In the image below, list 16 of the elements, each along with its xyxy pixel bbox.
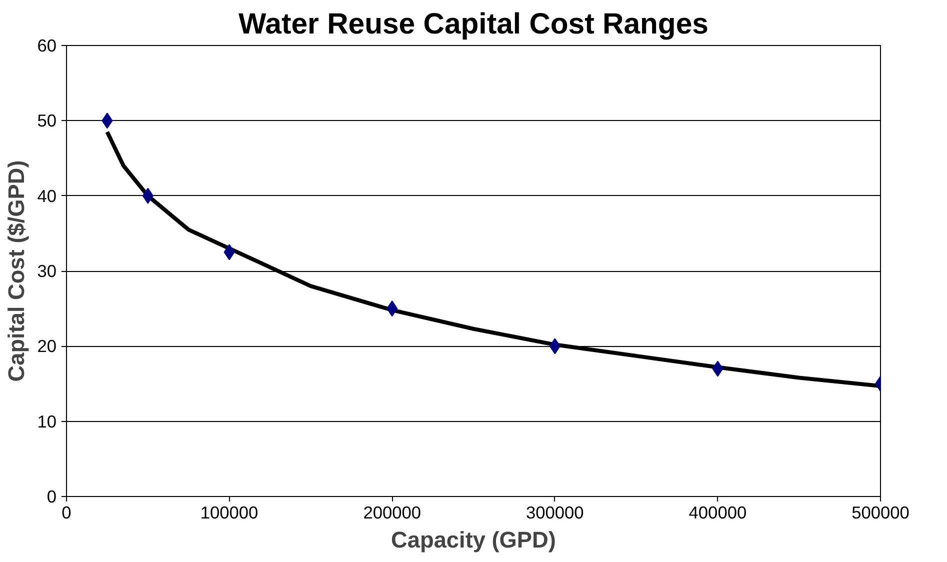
y-tick-label: 60 bbox=[37, 36, 57, 56]
x-tick-label: 400000 bbox=[688, 502, 747, 522]
y-tick-label: 30 bbox=[37, 261, 57, 281]
y-tick-label: 10 bbox=[37, 411, 57, 432]
x-tick-label: 300000 bbox=[526, 502, 584, 522]
y-axis-title: Capital Cost ($/GPD) bbox=[3, 160, 30, 382]
y-tick-label: 40 bbox=[37, 186, 57, 206]
y-tick-label: 50 bbox=[37, 110, 57, 131]
x-tick-label: 200000 bbox=[363, 502, 422, 522]
y-tick-label: 0 bbox=[46, 486, 57, 506]
x-axis-title: Capacity (GPD) bbox=[391, 526, 556, 552]
x-tick-label: 0 bbox=[62, 502, 72, 522]
x-tick-label: 100000 bbox=[200, 502, 258, 522]
chart-title: Water Reuse Capital Cost Ranges bbox=[238, 8, 708, 40]
y-tick-label: 20 bbox=[37, 336, 57, 356]
x-tick-label: 500000 bbox=[852, 502, 910, 522]
